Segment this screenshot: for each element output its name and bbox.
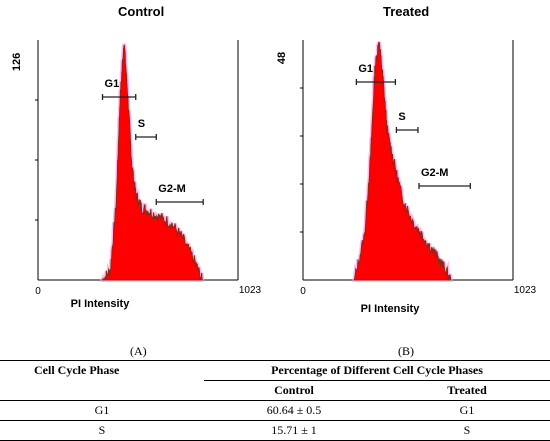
row-control-value: 15.71 ± 1 xyxy=(204,420,384,441)
treated-histogram-chart: 48 0 1023 PI Intensity G1 S G2-M xyxy=(276,40,537,315)
subheader-treated: Treated xyxy=(384,380,550,401)
y-max-tick-label: 126 xyxy=(11,53,23,71)
panel-a-letter: (A) xyxy=(130,344,147,358)
y-max-tick-label: 48 xyxy=(276,52,288,64)
table-row: G1 60.64 ± 0.5 G1 xyxy=(0,400,550,421)
gate-label: S xyxy=(398,111,405,123)
row-control-value: 60.64 ± 0.5 xyxy=(204,400,384,421)
x-axis-label: PI Intensity xyxy=(71,298,131,310)
panel-a-title: Control xyxy=(118,4,165,19)
gate-label: G2-M xyxy=(158,183,186,195)
x-min-tick-label: 0 xyxy=(300,286,306,297)
header-percentage: Percentage of Different Cell Cycle Phase… xyxy=(204,360,550,381)
panel-b-letter: (B) xyxy=(398,344,414,358)
x-min-tick-label: 0 xyxy=(35,286,41,297)
gate-label: G1 xyxy=(358,63,373,75)
histogram-area xyxy=(353,41,452,281)
gate-g2m: G2-M xyxy=(155,183,204,205)
table-header-row: Cell Cycle Phase Percentage of Different… xyxy=(0,360,550,381)
table-row: S 15.71 ± 1 S xyxy=(0,420,550,441)
panel-b-title: Treated xyxy=(383,4,430,19)
gate-s: S xyxy=(395,111,419,133)
row-phase: S xyxy=(0,420,204,441)
x-max-tick-label: 1023 xyxy=(514,285,537,296)
subheader-control: Control xyxy=(204,380,384,401)
x-axis-label: PI Intensity xyxy=(361,303,421,315)
cell-cycle-table: Cell Cycle Phase Percentage of Different… xyxy=(0,360,550,441)
control-histogram-chart: 126 0 1023 PI Intensity G1 S G2-M xyxy=(11,40,262,310)
gate-label: S xyxy=(138,118,145,130)
histogram-area xyxy=(101,44,203,281)
gate-s: S xyxy=(135,118,157,140)
row-treated-value: S xyxy=(384,420,550,441)
header-cell-cycle-phase: Cell Cycle Phase xyxy=(0,360,204,381)
gate-g1: G1 xyxy=(101,78,137,100)
gate-label: G2-M xyxy=(421,167,449,179)
row-phase: G1 xyxy=(0,400,204,421)
gate-label: G1 xyxy=(105,78,120,90)
x-max-tick-label: 1023 xyxy=(239,285,262,296)
table-subheader-row: Control Treated xyxy=(0,380,550,401)
row-treated-value: G1 xyxy=(384,400,550,421)
gate-g1: G1 xyxy=(355,63,397,85)
gate-g2m: G2-M xyxy=(418,167,471,189)
